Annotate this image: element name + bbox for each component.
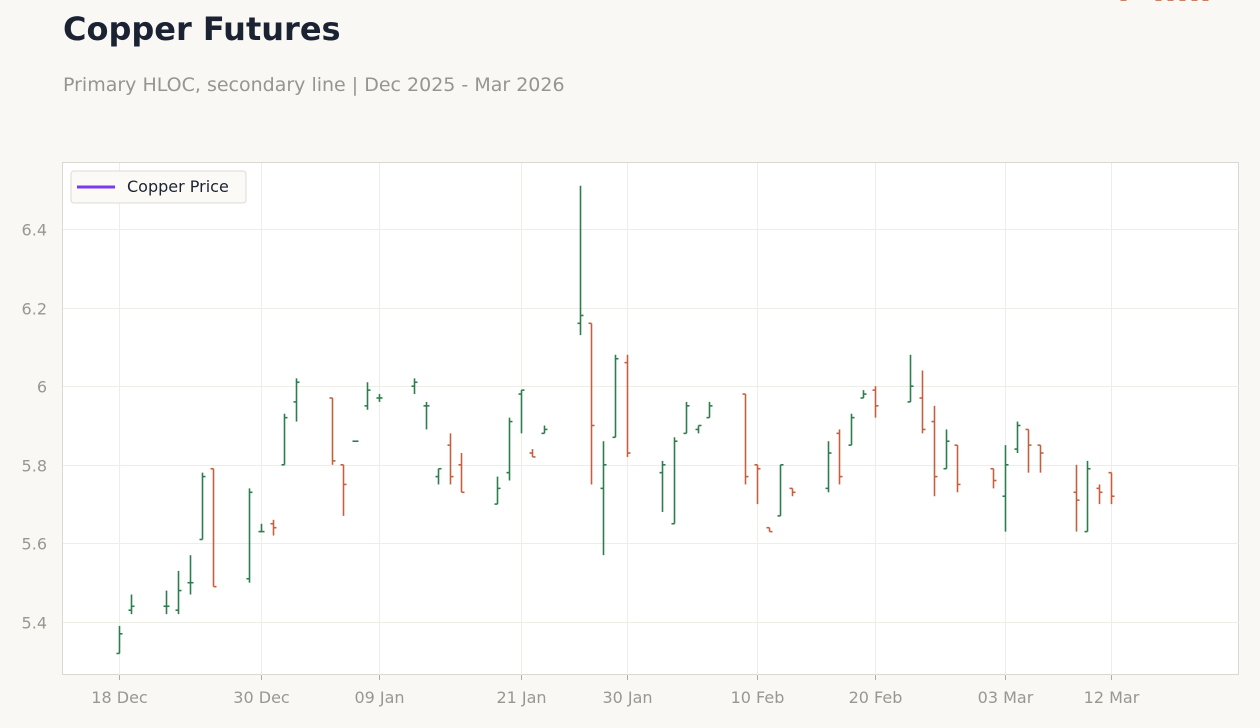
- chart-title: Copper Futures: [63, 10, 341, 48]
- x-tick-label: 10 Feb: [731, 688, 785, 707]
- hloc-bar: [836, 429, 843, 485]
- hloc-bar: [329, 397, 336, 465]
- hloc-bar: [435, 467, 442, 485]
- hloc-bar: [754, 463, 761, 505]
- hloc-bar: [364, 382, 371, 410]
- hloc-bar: [1037, 444, 1044, 473]
- hloc-bar: [541, 425, 548, 435]
- hloc-bar: [1096, 484, 1103, 505]
- hloc-bar: [683, 401, 690, 435]
- legend[interactable]: Copper Price: [70, 170, 247, 204]
- legend-box: [70, 170, 247, 204]
- hloc-bar: [258, 523, 265, 533]
- hloc-bar: [458, 453, 465, 494]
- hloc-bar: [588, 322, 595, 485]
- hloc-bar: [919, 370, 926, 434]
- x-tick-label: 03 Mar: [978, 688, 1034, 707]
- hloc-bar: [1002, 445, 1009, 532]
- x-tick-label: 20 Feb: [849, 688, 903, 707]
- y-tick-label: 6.2: [22, 300, 47, 319]
- y-tick-label: 5.8: [22, 457, 47, 476]
- hloc-bar: [872, 386, 879, 418]
- hloc-bar: [624, 354, 631, 457]
- hloc-bar: [659, 460, 666, 512]
- grid-lines: [63, 163, 1239, 675]
- y-tick-label: 5.6: [22, 535, 47, 554]
- hloc-bar: [848, 413, 855, 446]
- hloc-bar: [860, 390, 867, 399]
- hloc-bar: [742, 393, 749, 485]
- hloc-bar: [128, 594, 135, 615]
- hloc-bar: [163, 590, 170, 615]
- x-tick-label: 30 Dec: [233, 688, 289, 707]
- x-tick-label: 21 Jan: [496, 688, 546, 707]
- hloc-bar: [116, 625, 123, 655]
- y-axis: 5.4 5.6 5.8 6 6.2 6.4: [22, 221, 47, 633]
- hloc-bar: [671, 437, 678, 525]
- hloc-bar: [199, 472, 206, 541]
- hloc-bar: [187, 555, 194, 595]
- hloc-bar: [210, 467, 217, 588]
- hloc-bar: [943, 429, 950, 470]
- y-tick-label: 6.4: [22, 221, 47, 240]
- hloc-bar: [825, 441, 832, 493]
- hloc-bar: [695, 424, 702, 434]
- hloc-bar: [376, 394, 383, 402]
- hloc-bar: [954, 444, 961, 493]
- hloc-bar: [447, 433, 454, 485]
- hloc-bar: [789, 487, 796, 497]
- hloc-bar: [766, 526, 773, 533]
- hloc-bar: [1014, 421, 1021, 454]
- hloc-bar: [293, 378, 300, 422]
- x-tick-label: 18 Dec: [91, 688, 147, 707]
- y-tick-label: 6: [37, 378, 47, 397]
- hloc-bar: [931, 405, 938, 497]
- legend-label: Copper Price: [127, 177, 229, 196]
- hloc-bar: [706, 401, 713, 419]
- hloc-bar: [175, 570, 182, 615]
- hloc-bar: [411, 378, 418, 395]
- hloc-bar: [577, 185, 584, 336]
- hloc-bar: [907, 354, 914, 403]
- hloc-bar: [1025, 428, 1032, 473]
- hloc-bar: [1108, 471, 1115, 505]
- hloc-bar: [990, 467, 997, 489]
- plot-area: [62, 162, 1239, 675]
- hloc-bars: [116, 0, 1209, 655]
- chart-subtitle: Primary HLOC, secondary line | Dec 2025 …: [63, 74, 565, 96]
- hloc-bar: [246, 488, 253, 583]
- hloc-bar: [529, 449, 536, 458]
- x-tick-label: 30 Jan: [602, 688, 652, 707]
- hloc-bar: [518, 389, 525, 434]
- x-tick-label: 12 Mar: [1084, 688, 1140, 707]
- x-axis: 18 Dec 30 Dec 09 Jan 21 Jan 30 Jan 10 Feb 20 F…: [91, 675, 1140, 707]
- hloc-bar: [612, 354, 619, 439]
- x-tick-label: 09 Jan: [354, 688, 404, 707]
- hloc-bar: [600, 441, 607, 556]
- hloc-bar: [1084, 460, 1091, 533]
- hloc-bar: [777, 463, 784, 517]
- hloc-bar: [494, 476, 501, 505]
- hloc-bar: [1073, 464, 1080, 532]
- hloc-bar: [423, 401, 430, 430]
- hloc-bar: [506, 417, 513, 481]
- y-tick-label: 5.4: [22, 614, 47, 633]
- hloc-bar: [270, 519, 277, 536]
- hloc-bar: [340, 463, 347, 516]
- hloc-bar: [281, 413, 288, 466]
